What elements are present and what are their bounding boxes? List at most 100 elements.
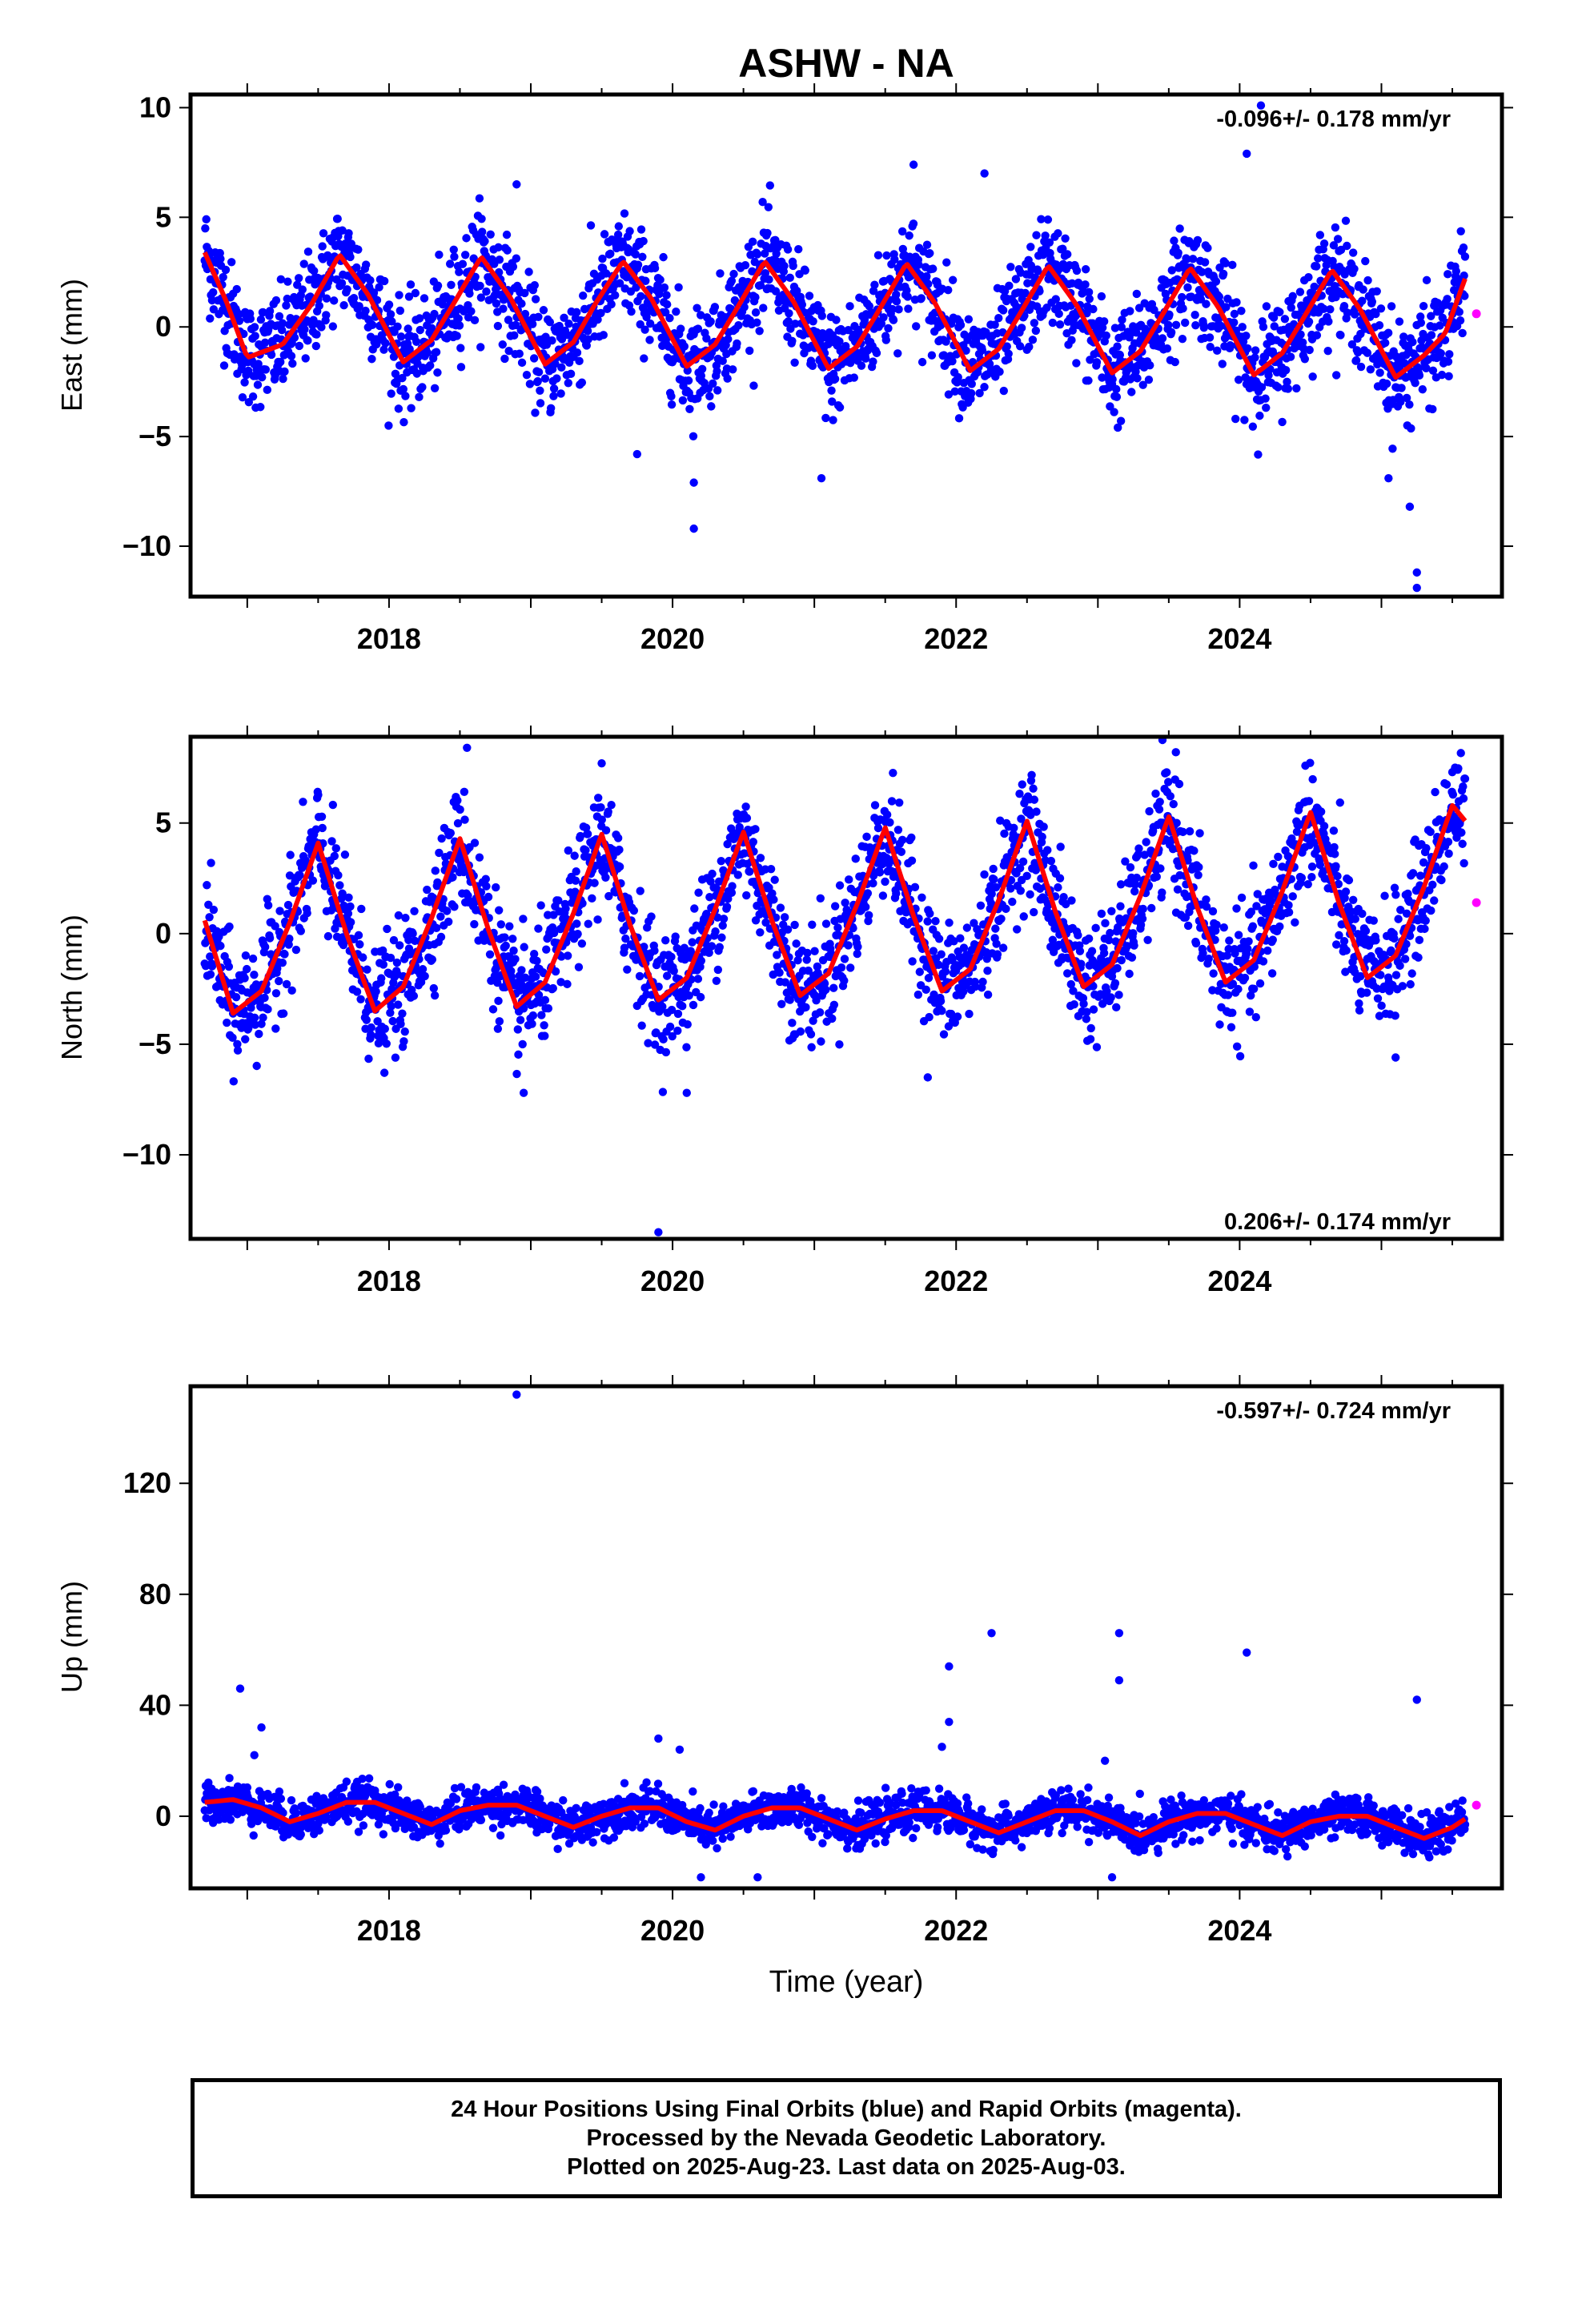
data-point [203, 881, 211, 890]
data-point [1142, 838, 1150, 846]
data-point [1199, 323, 1209, 332]
data-point [1032, 807, 1041, 816]
data-point [1391, 971, 1401, 979]
data-point [660, 283, 669, 292]
data-point [878, 891, 888, 900]
data-point [1419, 302, 1428, 311]
data-point [1167, 266, 1176, 275]
data-point [386, 1008, 395, 1017]
data-point [532, 956, 541, 966]
data-point [607, 800, 616, 810]
outlier-point [923, 1073, 933, 1082]
data-point [566, 369, 576, 379]
data-point [374, 1039, 383, 1048]
data-point [1343, 308, 1352, 317]
data-point [367, 320, 377, 330]
data-point [460, 787, 469, 796]
data-point [331, 844, 340, 853]
data-point [1132, 289, 1142, 299]
x-tick-label: 2024 [1207, 1265, 1271, 1297]
data-point [781, 978, 790, 987]
data-point [482, 287, 491, 296]
data-point [1231, 414, 1240, 424]
data-point [685, 404, 694, 414]
data-point [741, 802, 750, 811]
data-point [1333, 235, 1343, 243]
data-point [494, 906, 504, 915]
data-point [829, 416, 837, 424]
data-point [512, 254, 521, 263]
data-point [771, 287, 781, 296]
data-point [412, 337, 421, 347]
data-point [1019, 912, 1028, 921]
data-point [260, 338, 270, 348]
data-point [1228, 1008, 1237, 1017]
data-point [362, 1015, 371, 1024]
data-point [936, 996, 946, 1006]
data-point [857, 361, 866, 370]
data-point [1039, 822, 1048, 831]
data-point [1191, 939, 1201, 948]
data-point [1305, 345, 1314, 355]
data-point [718, 356, 727, 365]
data-point [311, 825, 321, 834]
data-point [511, 955, 520, 963]
data-point [723, 839, 732, 849]
data-point [1035, 287, 1044, 296]
data-point [1025, 342, 1034, 352]
data-point [1232, 298, 1241, 307]
data-point [456, 344, 465, 352]
data-point [494, 996, 503, 1006]
data-point [584, 919, 592, 928]
data-point [1087, 947, 1097, 955]
data-point [873, 823, 883, 833]
outlier-point [682, 1088, 691, 1097]
panel-north-ylabel: North (mm) [55, 915, 88, 1060]
data-point [1081, 265, 1090, 274]
data-point [1361, 927, 1371, 935]
data-point [661, 1047, 671, 1057]
data-point [1155, 798, 1164, 806]
data-point [1373, 994, 1383, 1003]
data-point [1388, 444, 1397, 453]
data-point [1251, 353, 1259, 362]
data-point [509, 946, 518, 955]
data-point [1319, 304, 1328, 313]
data-point [993, 950, 1002, 959]
data-point [1098, 999, 1107, 1008]
data-point [893, 826, 903, 834]
data-point [917, 357, 927, 367]
data-point [1190, 846, 1199, 855]
data-point [950, 937, 958, 946]
data-point [1195, 829, 1204, 838]
data-point [576, 831, 585, 841]
data-point [540, 1031, 549, 1040]
data-point [1116, 902, 1125, 911]
data-point [650, 946, 659, 955]
data-point [1028, 336, 1038, 344]
data-point [493, 978, 502, 987]
data-point [882, 251, 891, 260]
data-point [221, 265, 231, 275]
data-point [1460, 252, 1470, 261]
data-point [546, 404, 556, 412]
data-point [1283, 377, 1291, 387]
data-point [673, 1009, 683, 1019]
data-point [548, 983, 557, 993]
data-point [1411, 379, 1419, 388]
data-point [717, 933, 726, 942]
data-point [782, 988, 791, 997]
data-point [627, 307, 636, 316]
data-point [931, 917, 940, 926]
data-point [1017, 814, 1026, 823]
data-point [1010, 823, 1018, 833]
data-point [492, 299, 501, 308]
data-point [1116, 880, 1126, 889]
data-point [295, 870, 304, 880]
data-point [1082, 1015, 1091, 1023]
data-point [1112, 384, 1121, 394]
data-point [1170, 236, 1178, 245]
data-point [622, 273, 631, 282]
data-point [1312, 262, 1321, 271]
data-point [724, 335, 733, 344]
